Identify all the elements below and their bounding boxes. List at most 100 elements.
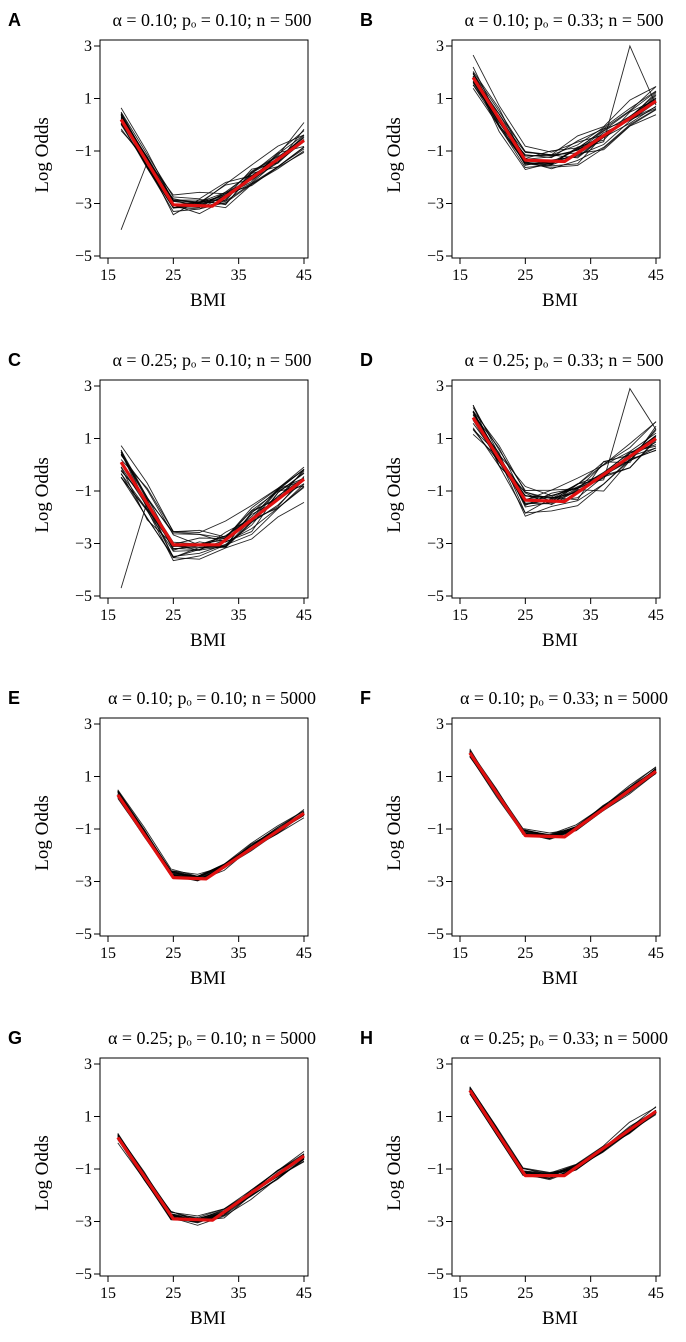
simulated-line xyxy=(120,453,305,546)
y-tick-label: −5 xyxy=(427,926,444,943)
y-tick-label: −3 xyxy=(75,874,92,891)
y-tick-label: −1 xyxy=(75,821,92,838)
y-axis-label: Log Odds xyxy=(32,795,53,870)
y-tick-label: 3 xyxy=(84,378,92,395)
fitted-line xyxy=(468,752,657,839)
y-tick-label: −5 xyxy=(75,588,92,605)
y-tick-label: −5 xyxy=(75,1266,92,1283)
panel-e: 3 1 −1 −3 −5 15 25 35 45 BMI Log Odds α = 0.10; pₒ … xyxy=(8,688,316,989)
x-tick-label: 25 xyxy=(165,267,181,284)
panel-c: 3 1 −1 −3 −5 15 25 35 45 BMI Log Odds α = 0.25; pₒ … xyxy=(8,350,312,651)
x-axis-label: BMI xyxy=(542,1308,578,1329)
y-axis-label: Log Odds xyxy=(32,457,53,532)
y-tick-label: −3 xyxy=(427,536,444,553)
panel-f: 3 1 −1 −3 −5 15 25 35 45 BMI Log Odds α = 0.10; pₒ … xyxy=(360,688,668,989)
panel-title: α = 0.25; pₒ = 0.33; n = 500 xyxy=(464,350,663,370)
y-tick-label: −1 xyxy=(75,143,92,160)
panel-a: 3 1 −1 −3 −5 15 25 35 45 BMI Log Odds α = 0.10; pₒ … xyxy=(8,10,312,311)
panel-title: α = 0.25; pₒ = 0.10; n = 5000 xyxy=(108,1028,316,1048)
x-tick-label: 25 xyxy=(165,945,181,962)
x-tick-label: 35 xyxy=(231,945,247,962)
simulated-line xyxy=(472,44,657,165)
y-tick-label: 1 xyxy=(436,769,444,786)
simulated-line xyxy=(472,54,657,153)
y-tick-label: 1 xyxy=(84,431,92,448)
x-tick-label: 45 xyxy=(648,607,664,624)
y-tick-label: −3 xyxy=(427,1214,444,1231)
simulated-line xyxy=(469,1087,657,1176)
simulated-line xyxy=(120,130,305,230)
simulated-line xyxy=(120,467,305,551)
y-tick-label: 3 xyxy=(436,38,444,55)
y-tick-label: −5 xyxy=(75,926,92,943)
x-tick-label: 35 xyxy=(583,607,599,624)
y-axis-label: Log Odds xyxy=(32,1135,53,1210)
x-axis-label: BMI xyxy=(542,630,578,651)
x-tick-label: 25 xyxy=(165,1285,181,1302)
x-axis-label: BMI xyxy=(190,290,226,311)
panel-letter: A xyxy=(8,10,21,30)
panel-letter: C xyxy=(8,350,21,370)
panel-g: 3 1 −1 −3 −5 15 25 35 45 BMI Log Odds α = 0.25; pₒ … xyxy=(8,1028,316,1329)
fitted-line xyxy=(119,461,305,547)
series-group xyxy=(468,748,657,840)
simulated-line xyxy=(120,469,305,589)
x-tick-label: 15 xyxy=(100,1285,116,1302)
y-tick-label: 1 xyxy=(436,91,444,108)
x-tick-label: 35 xyxy=(583,1285,599,1302)
plot-frame xyxy=(451,39,661,259)
panel-letter: H xyxy=(360,1028,373,1048)
series-group xyxy=(119,445,305,589)
y-tick-label: 1 xyxy=(84,91,92,108)
x-tick-label: 25 xyxy=(517,607,533,624)
x-axis-label: BMI xyxy=(542,290,578,311)
panel-title: α = 0.10; pₒ = 0.10; n = 500 xyxy=(112,10,311,30)
simulated-line xyxy=(472,407,657,491)
x-tick-label: 25 xyxy=(517,267,533,284)
y-tick-label: 3 xyxy=(436,1056,444,1073)
panel-title: α = 0.10; pₒ = 0.10; n = 5000 xyxy=(108,688,316,708)
simulated-line xyxy=(117,1136,305,1221)
panel-title: α = 0.10; pₒ = 0.33; n = 5000 xyxy=(460,688,668,708)
y-tick-label: −5 xyxy=(427,1266,444,1283)
x-tick-label: 35 xyxy=(231,1285,247,1302)
fitted-line xyxy=(119,118,305,208)
simulated-line xyxy=(472,73,657,157)
y-axis-label: Log Odds xyxy=(384,457,405,532)
fitted-line xyxy=(471,76,657,164)
series-group xyxy=(471,44,657,171)
panel-h: 3 1 −1 −3 −5 15 25 35 45 BMI Log Odds α = 0.25; pₒ … xyxy=(360,1028,668,1329)
y-tick-label: 1 xyxy=(436,431,444,448)
x-tick-label: 45 xyxy=(296,607,312,624)
x-tick-label: 15 xyxy=(452,945,468,962)
x-tick-label: 45 xyxy=(648,267,664,284)
simulated-line xyxy=(472,72,657,168)
y-tick-label: −3 xyxy=(427,196,444,213)
y-tick-label: 1 xyxy=(84,769,92,786)
y-tick-label: −1 xyxy=(427,143,444,160)
simulated-line xyxy=(120,459,305,533)
series-group xyxy=(468,1086,657,1181)
y-tick-label: −3 xyxy=(427,874,444,891)
panel-letter: E xyxy=(8,688,20,708)
series-group xyxy=(116,1133,305,1226)
x-tick-label: 45 xyxy=(648,1285,664,1302)
panel-title: α = 0.10; pₒ = 0.33; n = 500 xyxy=(464,10,663,30)
x-tick-label: 15 xyxy=(100,945,116,962)
y-tick-label: 3 xyxy=(84,38,92,55)
plot-frame xyxy=(99,39,309,259)
fitted-line xyxy=(471,416,657,504)
panel-letter: F xyxy=(360,688,371,708)
series-group xyxy=(119,107,305,230)
simulated-line xyxy=(472,387,657,500)
fitted-line xyxy=(468,1089,657,1178)
simulated-line xyxy=(469,1093,657,1180)
plot-frame xyxy=(99,717,309,937)
panel-title: α = 0.25; pₒ = 0.10; n = 500 xyxy=(112,350,311,370)
y-tick-label: −1 xyxy=(75,483,92,500)
panel-letter: G xyxy=(8,1028,22,1048)
simulated-line xyxy=(472,411,657,502)
y-tick-label: −5 xyxy=(427,588,444,605)
y-tick-label: −1 xyxy=(427,483,444,500)
series-group xyxy=(116,789,305,882)
